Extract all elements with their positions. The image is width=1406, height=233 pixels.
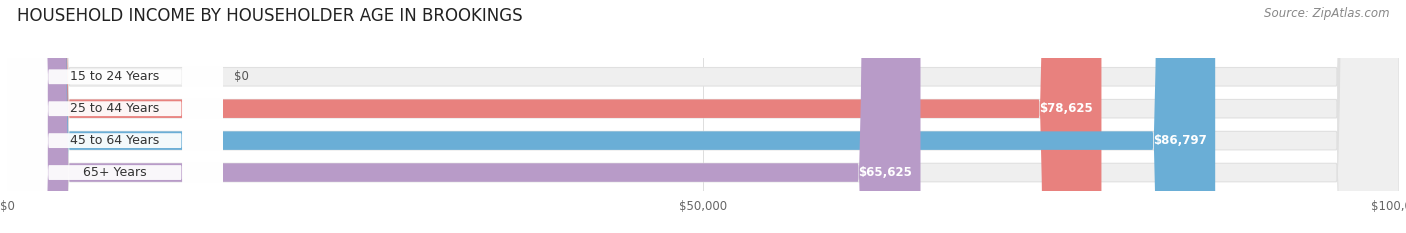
FancyBboxPatch shape [7,0,222,233]
Text: 45 to 64 Years: 45 to 64 Years [70,134,159,147]
Text: $86,797: $86,797 [1153,134,1206,147]
Text: 65+ Years: 65+ Years [83,166,146,179]
FancyBboxPatch shape [7,0,1399,233]
FancyBboxPatch shape [7,0,222,233]
Text: HOUSEHOLD INCOME BY HOUSEHOLDER AGE IN BROOKINGS: HOUSEHOLD INCOME BY HOUSEHOLDER AGE IN B… [17,7,523,25]
FancyBboxPatch shape [7,0,1215,233]
FancyBboxPatch shape [7,0,1399,233]
Text: $0: $0 [233,70,249,83]
Text: Source: ZipAtlas.com: Source: ZipAtlas.com [1264,7,1389,20]
Text: $78,625: $78,625 [1039,102,1092,115]
FancyBboxPatch shape [7,0,222,233]
FancyBboxPatch shape [7,0,1101,233]
FancyBboxPatch shape [7,0,1399,233]
Text: 15 to 24 Years: 15 to 24 Years [70,70,159,83]
FancyBboxPatch shape [7,0,1399,233]
Text: $65,625: $65,625 [858,166,912,179]
FancyBboxPatch shape [7,0,222,233]
FancyBboxPatch shape [7,0,921,233]
Text: 25 to 44 Years: 25 to 44 Years [70,102,159,115]
